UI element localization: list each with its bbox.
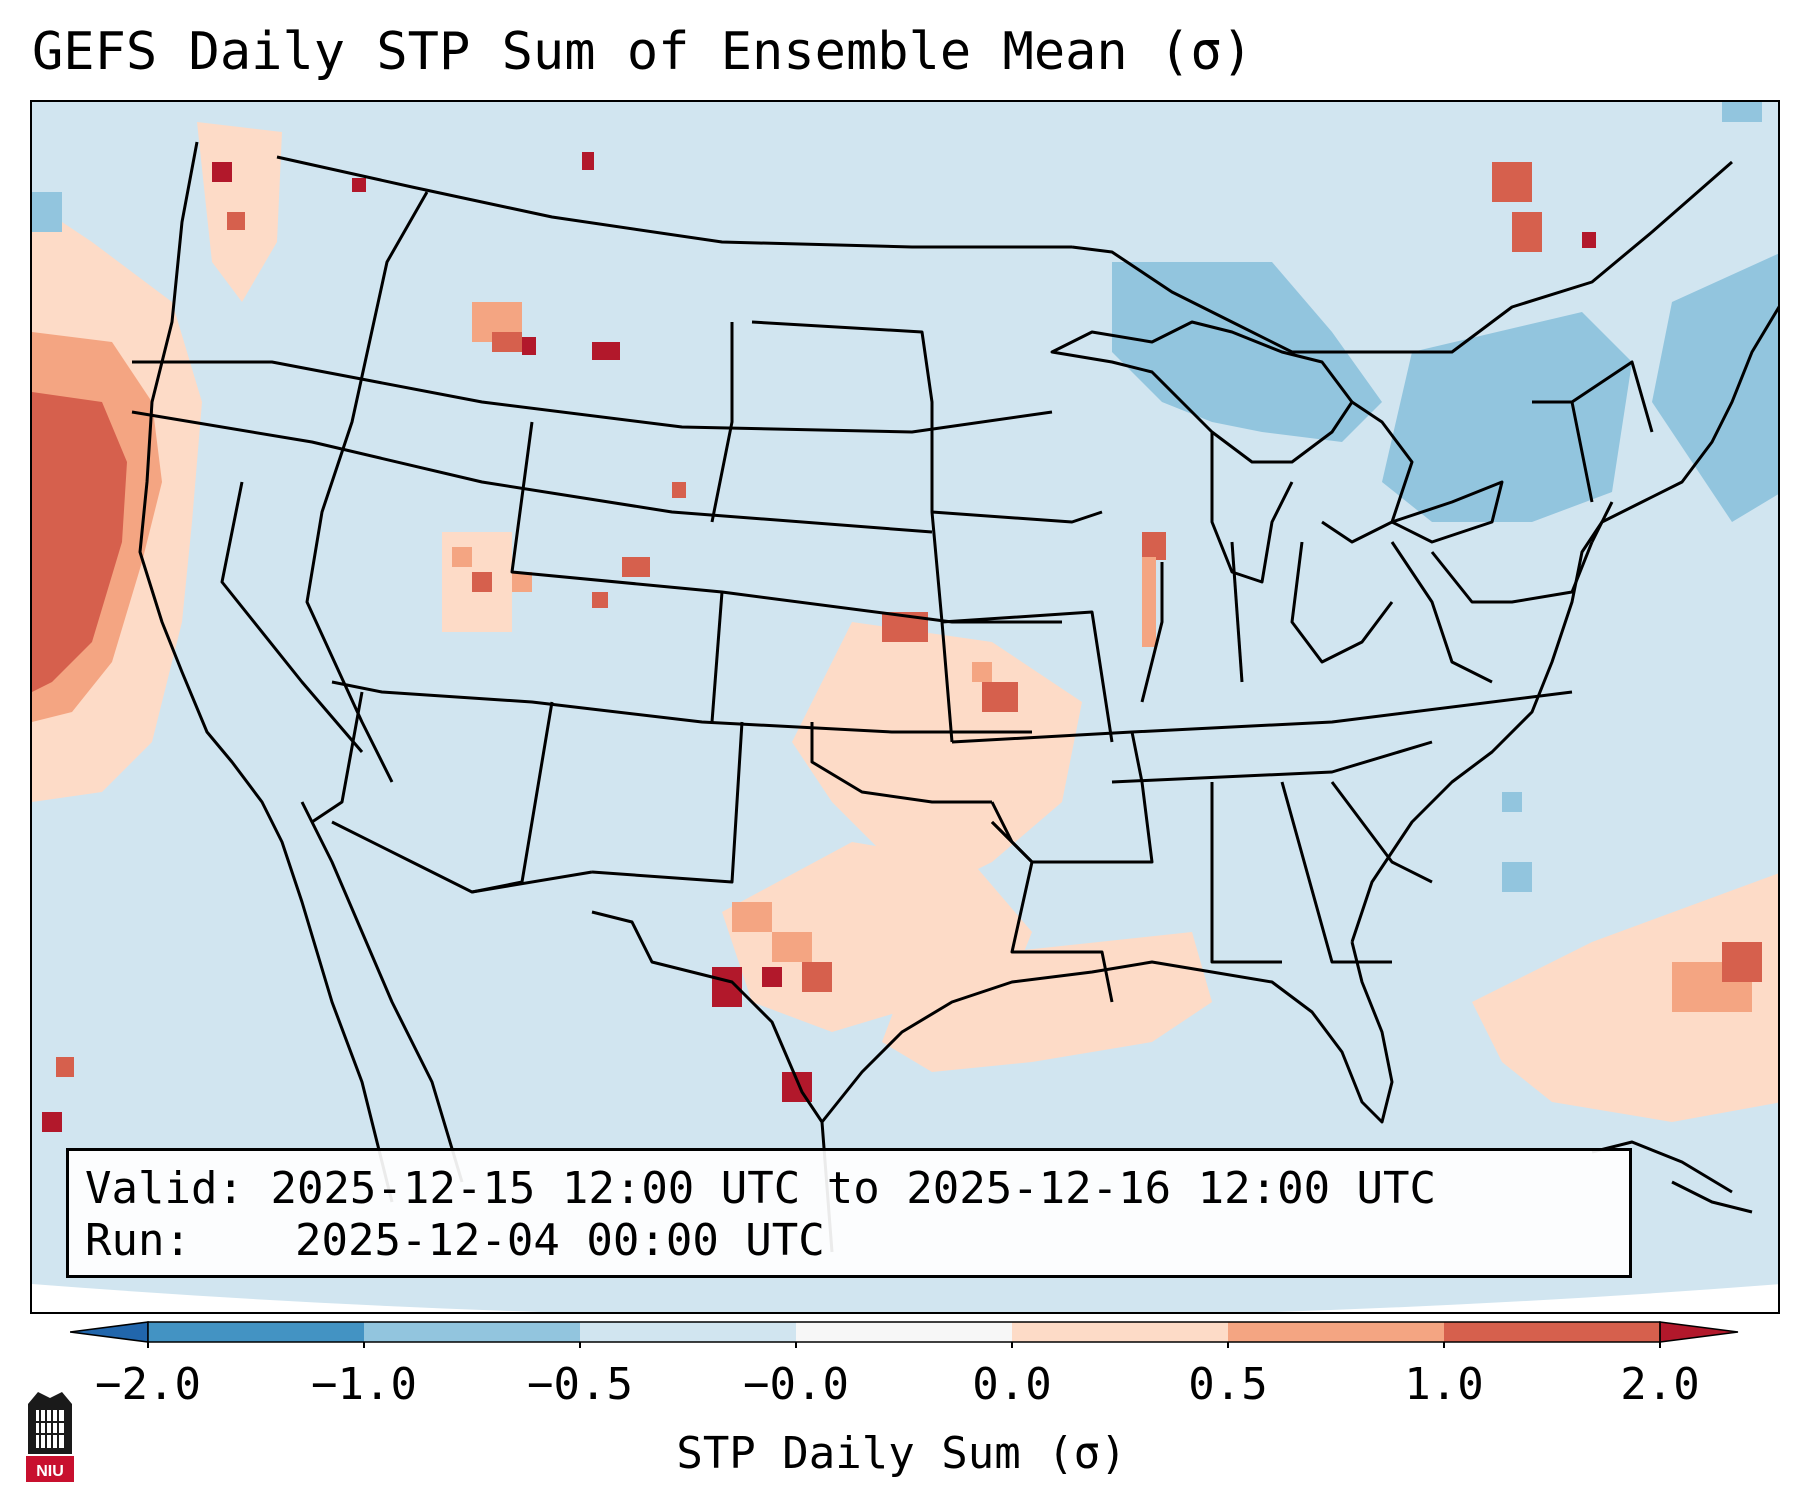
- colorbar-tick: 2.0: [1620, 1359, 1700, 1410]
- colorbar-outline: [147, 1321, 1661, 1343]
- borders: [131, 141, 1778, 1253]
- map-svg: [32, 102, 1778, 1312]
- colorbar-extend-low: [70, 1321, 149, 1343]
- colorbar-tick: −0.0: [743, 1359, 849, 1410]
- colorbar-bin: [364, 1322, 580, 1342]
- valid-label: Valid:: [85, 1163, 244, 1214]
- colorbar-bin: [580, 1322, 796, 1342]
- plot-title: GEFS Daily STP Sum of Ensemble Mean (σ): [32, 22, 1253, 82]
- valid-info-box: Valid: 2025-12-15 12:00 UTC to 2025-12-1…: [66, 1148, 1632, 1278]
- colorbar-tick: −1.0: [311, 1359, 417, 1410]
- colorbar-bin: [1228, 1322, 1444, 1342]
- anomaly-rockies: [352, 152, 686, 632]
- colorbar-tick: −2.0: [95, 1359, 201, 1410]
- colorbar: [70, 1321, 1739, 1348]
- colorbar-bin: [148, 1322, 364, 1342]
- run-value: 2025-12-04 00:00 UTC: [294, 1215, 825, 1266]
- colorbar-tick: −0.5: [527, 1359, 633, 1410]
- run-label: Run:: [85, 1215, 191, 1266]
- anomaly-atlantic: [1472, 162, 1778, 1122]
- niu-logo-icon: NIU: [26, 1392, 74, 1482]
- logo-text: NIU: [36, 1463, 64, 1480]
- colorbar-bin: [796, 1322, 1012, 1342]
- anomaly-negative: [32, 102, 1778, 892]
- colorbar-bin: [1444, 1322, 1660, 1342]
- anomaly-west-coast: [32, 122, 282, 1132]
- colorbar-extend-high: [1659, 1321, 1739, 1343]
- valid-line: Valid: 2025-12-15 12:00 UTC to 2025-12-1…: [85, 1163, 1436, 1215]
- run-line: Run: 2025-12-04 00:00 UTC: [85, 1215, 825, 1267]
- colorbar-tick: 1.0: [1404, 1359, 1484, 1410]
- colorbar-bin: [1012, 1322, 1228, 1342]
- map-panel: [30, 100, 1780, 1314]
- colorbar-tick: 0.5: [1188, 1359, 1268, 1410]
- colorbar-label: STP Daily Sum (σ): [676, 1428, 1127, 1479]
- valid-value: 2025-12-15 12:00 UTC to 2025-12-16 12:00…: [270, 1163, 1437, 1214]
- colorbar-tick: 0.0: [972, 1359, 1052, 1410]
